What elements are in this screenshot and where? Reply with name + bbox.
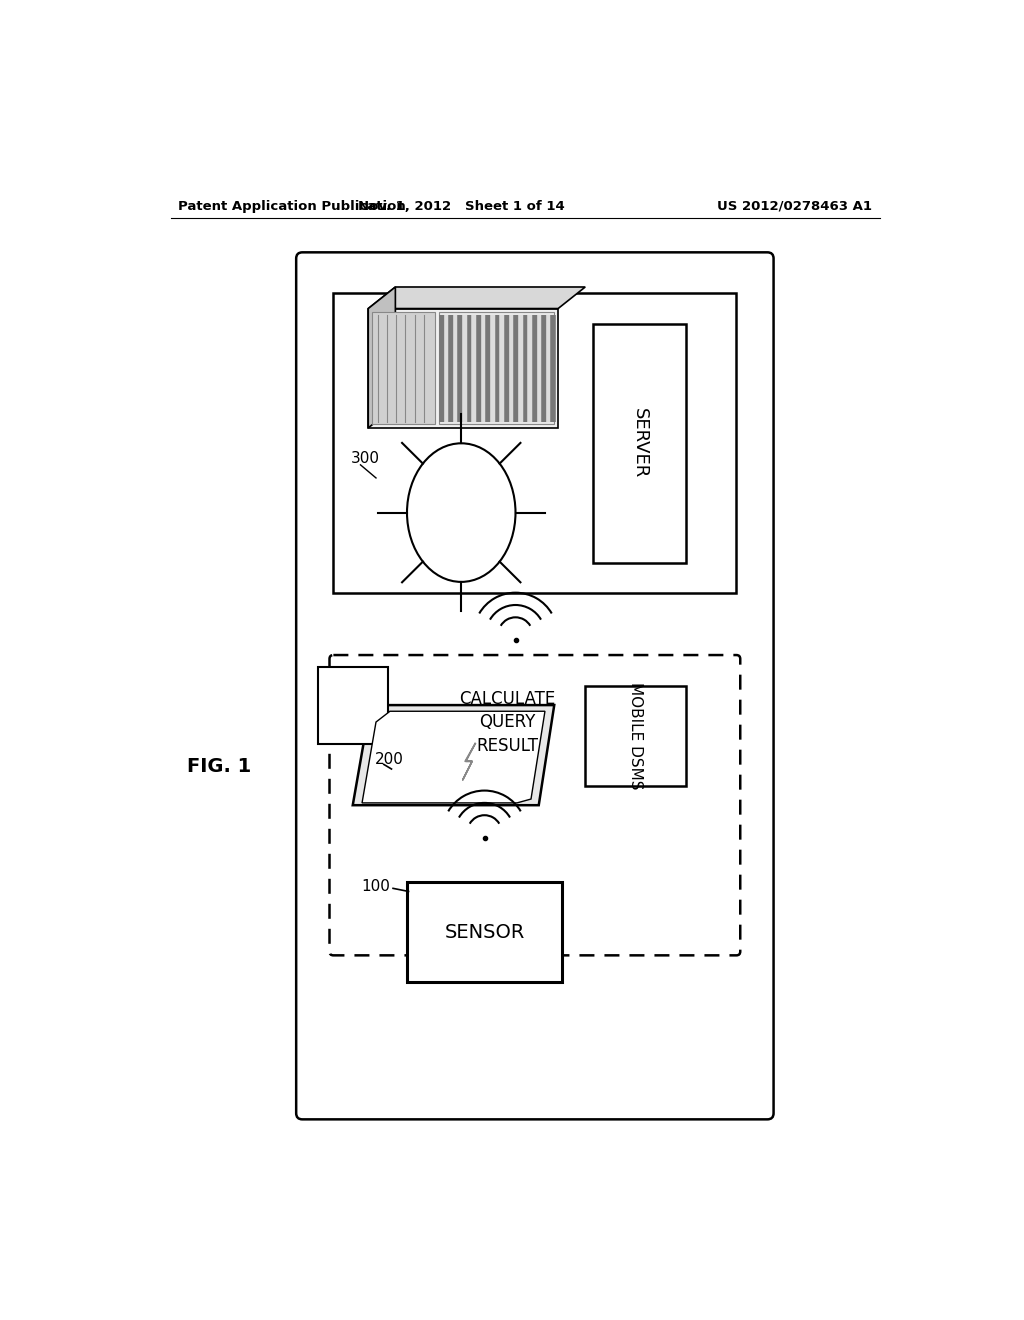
Text: CALCULATE
QUERY
RESULT: CALCULATE QUERY RESULT <box>460 689 556 755</box>
Polygon shape <box>369 286 586 309</box>
Bar <box>334 293 736 594</box>
Text: FIG. 1: FIG. 1 <box>187 758 252 776</box>
Text: Nov. 1, 2012   Sheet 1 of 14: Nov. 1, 2012 Sheet 1 of 14 <box>357 199 564 213</box>
Text: MOBILE DSMS: MOBILE DSMS <box>628 682 643 789</box>
FancyBboxPatch shape <box>330 655 740 956</box>
Text: 300: 300 <box>351 451 380 466</box>
Text: Patent Application Publication: Patent Application Publication <box>178 199 407 213</box>
Bar <box>317 667 388 743</box>
FancyBboxPatch shape <box>296 252 773 1119</box>
Bar <box>407 882 562 982</box>
Bar <box>593 323 686 562</box>
Text: SENSOR: SENSOR <box>444 923 524 941</box>
Bar <box>372 313 435 424</box>
Bar <box>369 309 558 428</box>
Polygon shape <box>369 286 395 428</box>
Text: 100: 100 <box>361 879 390 894</box>
Text: 200: 200 <box>375 751 403 767</box>
Bar <box>438 313 554 424</box>
Polygon shape <box>352 705 554 805</box>
Text: SERVER: SERVER <box>631 408 648 478</box>
Ellipse shape <box>407 444 515 582</box>
Polygon shape <box>362 711 545 803</box>
Text: US 2012/0278463 A1: US 2012/0278463 A1 <box>717 199 872 213</box>
Bar <box>586 686 686 785</box>
